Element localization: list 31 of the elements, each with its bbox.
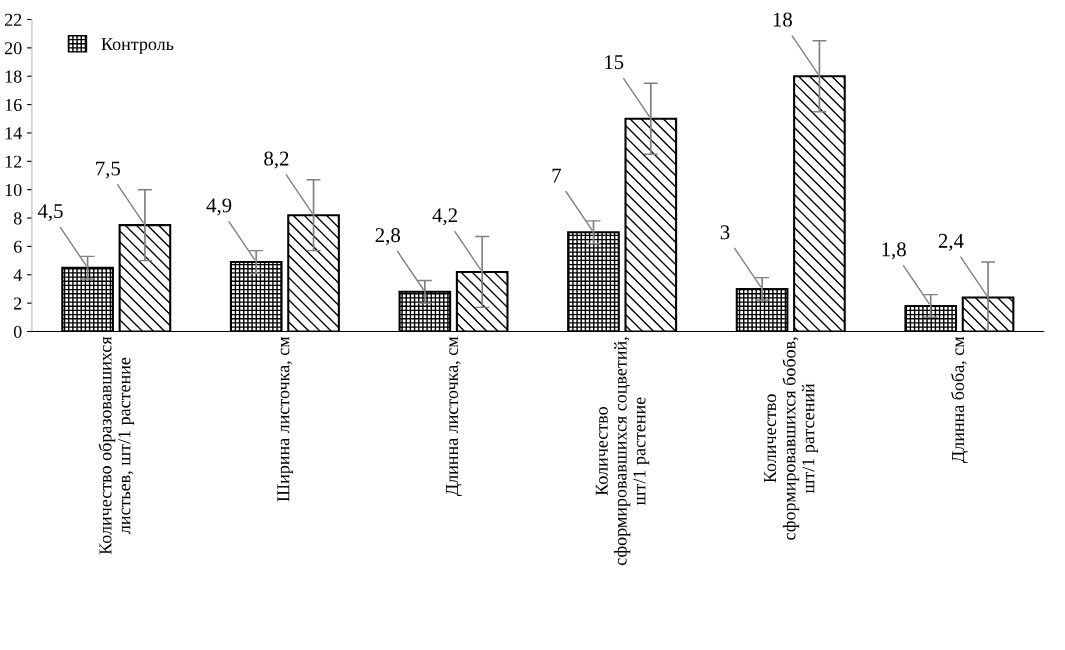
- y-tick-label: 16: [5, 98, 22, 112]
- x-tick-label: Длинна боба, см: [951, 336, 968, 463]
- data-label: 15: [605, 55, 624, 70]
- data-label: 18: [773, 12, 792, 27]
- x-tick-label: Ширина листочка, см: [277, 336, 294, 502]
- data-label: 4,9: [206, 198, 232, 216]
- x-tick-label: Количество образовавшихся листьев, шт/1 растение: [98, 336, 135, 555]
- data-label: 1,8: [882, 242, 906, 260]
- y-tick-label: 10: [5, 183, 22, 197]
- data-label: 8,2: [264, 151, 289, 169]
- y-tick-label: 18: [5, 70, 22, 83]
- data-label: 7,5: [96, 161, 121, 179]
- y-tick-label: 0: [13, 325, 22, 338]
- data-label: 4,2: [432, 208, 457, 226]
- y-tick-label: 12: [5, 155, 22, 168]
- x-tick-label: Количество сформировавшихся бобов, шт/1 ратсений: [764, 337, 819, 540]
- data-label: 7: [552, 168, 561, 183]
- y-tick-label: 14: [5, 127, 22, 140]
- y-tick-label: 6: [13, 240, 22, 253]
- data-label: 2,8: [375, 228, 400, 246]
- x-tick-label: Количество сформировавшихся соцветий, шт/1 растение: [595, 337, 650, 566]
- y-tick-label: 20: [4, 42, 22, 55]
- x-tick-label: Длинна листочка, см: [446, 336, 462, 497]
- data-label: 4,5: [37, 204, 63, 222]
- legend-label: Контроль: [101, 38, 174, 54]
- data-label: 2,4: [938, 233, 964, 251]
- y-tick-label: 4: [13, 269, 22, 282]
- y-tick-label: 2: [13, 297, 22, 310]
- y-tick-label: 8: [13, 212, 22, 225]
- y-tick-label: 22: [4, 13, 22, 26]
- data-label: 3: [720, 225, 730, 240]
